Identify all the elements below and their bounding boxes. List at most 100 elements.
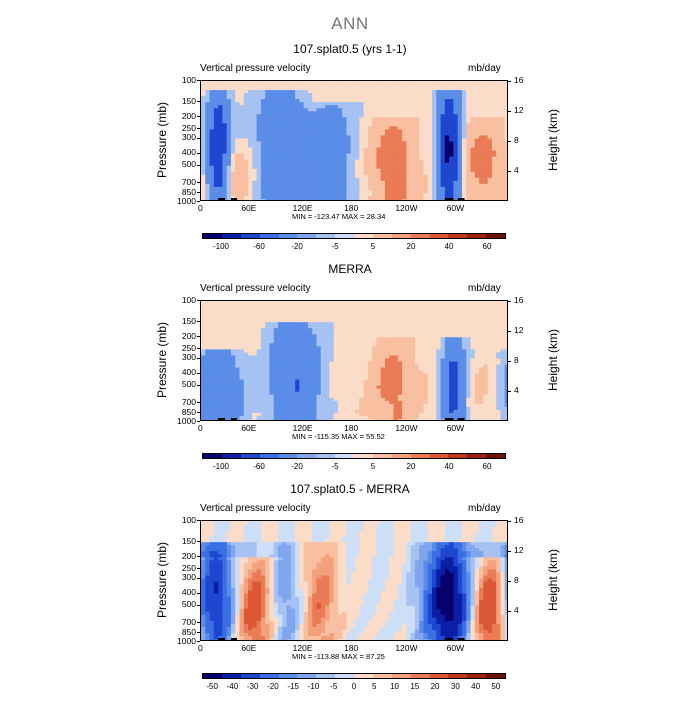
contour-cell [265,144,271,149]
contour-cell [397,93,403,97]
contour-cell [282,99,288,103]
contour-cell [222,99,228,103]
contour-cell [470,162,476,167]
contour-cell [500,165,506,170]
contour-cell [355,156,360,161]
contour-cell [355,96,360,100]
contour-cell [333,144,339,149]
contour-cell [457,153,463,158]
contour-cell [397,319,403,323]
contour-cell [406,355,412,360]
contour-cell [487,382,493,387]
contour-cell [325,198,330,200]
contour-cell [440,123,446,127]
contour-cell [496,382,502,387]
contour-cell [299,319,305,323]
contour-cell [397,108,403,112]
contour-cell [444,120,450,124]
contour-cell [218,96,223,100]
contour-cell [295,117,300,121]
contour-cell [372,382,377,387]
contour-cell [346,171,352,176]
contour-cell [329,183,335,188]
contour-cell [325,129,330,134]
contour-cell [337,313,343,317]
contour-cell [252,355,258,360]
contour-cell [444,319,450,323]
contour-cell [235,367,241,372]
contour-cell [444,373,450,378]
contour-cell [342,162,348,167]
contour-cell [436,307,442,311]
contour-cell [491,343,497,347]
contour-field [201,301,507,420]
contour-cell [491,177,497,182]
contour-cell [491,159,497,164]
contour-cell [406,334,412,338]
contour-cell [440,132,446,137]
contour-cell [380,355,386,360]
contour-cell [235,132,241,137]
contour-cell [496,367,502,372]
contour-cell [393,171,399,176]
contour-cell [474,307,480,311]
contour-cell [273,379,279,384]
contour-cell [461,102,467,106]
contour-cell [423,165,429,170]
contour-cell [483,141,489,146]
contour-cell [230,162,236,167]
contour-cell [440,331,446,335]
contour-cell [355,129,360,134]
contour-cell [278,189,283,194]
contour-cell [278,120,283,124]
contour-cell [483,129,489,134]
contour-cell [432,84,437,88]
contour-cell [453,337,459,341]
contour-cell [380,174,386,179]
contour-cell [226,367,232,372]
contour-cell [295,313,300,317]
contour-cell [419,153,425,158]
contour-cell [299,346,305,351]
contour-cell [248,99,253,103]
contour-cell [384,198,390,200]
contour-cell [333,358,339,363]
contour-cell [235,319,241,323]
contour-cell [205,180,211,185]
contour-cell [427,177,433,182]
contour-cell [440,108,446,112]
contour-cell [312,126,318,131]
contour-cell [453,304,459,308]
contour-cell [406,376,412,381]
contour-cell [226,319,232,323]
contour-cell [372,168,377,173]
contour-cell [201,195,206,200]
contour-cell [342,379,348,384]
contour-cell [209,352,215,357]
contour-cell [333,87,339,91]
contour-cell [393,349,399,354]
contour-cell [350,334,356,338]
contour-cell [218,352,223,357]
contour-cell [414,162,420,167]
contour-cell [423,370,429,375]
contour-cell [474,186,480,191]
contour-cell [239,334,245,338]
contour-cell [440,117,446,121]
contour-cell [269,304,275,308]
contour-cell [307,144,313,149]
contour-cell [444,93,450,97]
contour-cell [286,355,292,360]
contour-cell [389,150,395,155]
contour-cell [286,165,292,170]
contour-cell [205,325,211,329]
contour-cell [479,102,484,106]
contour-cell [367,171,373,176]
contour-cell [316,99,322,103]
contour-cell [367,186,373,191]
contour-cell [248,177,253,182]
contour-cell [423,358,429,363]
contour-cell [325,310,330,314]
contour-cell [402,126,407,131]
contour-cell [359,102,365,106]
